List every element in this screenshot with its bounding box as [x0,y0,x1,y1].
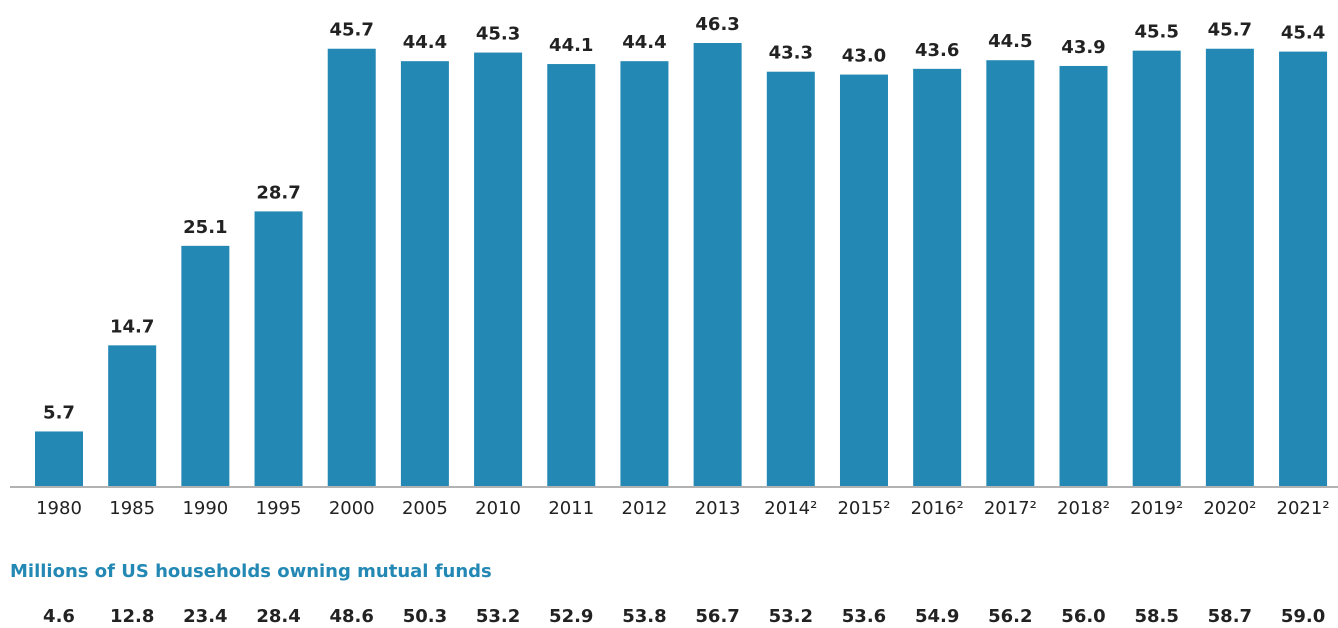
x-tick-label: 2021² [1277,498,1330,519]
value-label: 25.1 [183,217,227,238]
households-value: 4.6 [43,606,75,627]
x-tick-label: 2014² [764,498,817,519]
households-value: 58.5 [1134,606,1178,627]
value-label: 46.3 [695,14,739,35]
bar [254,211,303,487]
bar [766,71,815,486]
x-tick-label: 1995 [256,498,302,519]
bar [986,60,1035,486]
value-label: 5.7 [43,402,75,423]
households-value: 53.2 [769,606,813,627]
x-tick-label: 2012 [622,498,668,519]
bar [913,68,962,487]
value-label: 43.9 [1061,37,1105,58]
households-value: 52.9 [549,606,593,627]
households-value: 53.6 [842,606,886,627]
bar [1205,48,1254,487]
value-label: 44.5 [988,31,1032,52]
x-tick-label: 2019² [1130,498,1183,519]
x-tick-label: 2005 [402,498,448,519]
bar [474,52,523,487]
households-value: 12.8 [110,606,154,627]
households-value: 53.2 [476,606,520,627]
bar [1132,50,1181,487]
value-label: 45.4 [1281,23,1325,44]
households-value: 50.3 [403,606,447,627]
households-value: 54.9 [915,606,959,627]
x-tick-label: 1985 [109,498,155,519]
value-label: 44.4 [403,32,447,53]
bar [35,431,83,486]
households-value: 59.0 [1281,606,1325,627]
households-value: 23.4 [183,606,227,627]
x-tick-label: 1980 [36,498,82,519]
value-label: 44.4 [622,32,666,53]
x-tick-label: 2011 [548,498,594,519]
value-label: 14.7 [110,316,154,337]
households-value: 56.2 [988,606,1032,627]
value-label: 45.3 [476,24,520,45]
bar [1279,51,1328,486]
bar [327,48,376,487]
value-label: 44.1 [549,35,593,56]
bar [108,345,157,486]
households-value: 56.7 [695,606,739,627]
households-value: 53.8 [622,606,666,627]
x-tick-label: 2015² [837,498,890,519]
value-label: 45.7 [1208,20,1252,41]
x-tick-label: 2016² [911,498,964,519]
households-value: 48.6 [330,606,374,627]
bar [400,61,449,487]
bar [693,43,742,486]
x-tick-label: 2018² [1057,498,1110,519]
x-tick-label: 2010 [475,498,521,519]
value-label: 43.0 [842,46,886,67]
x-tick-label: 2020² [1203,498,1256,519]
bar [620,61,669,487]
households-value: 28.4 [256,606,300,627]
households-title: Millions of US households owning mutual … [10,561,492,582]
bar [839,74,888,486]
value-label: 45.7 [330,20,374,41]
x-tick-label: 2013 [695,498,741,519]
value-label: 45.5 [1134,22,1178,43]
households-value: 56.0 [1061,606,1105,627]
x-tick-label: 1990 [182,498,228,519]
value-label: 43.3 [769,43,813,64]
bar [181,245,230,486]
x-tick-label: 2000 [329,498,375,519]
value-label: 43.6 [915,40,959,61]
bar [547,64,596,486]
x-tick-label: 2017² [984,498,1037,519]
households-value: 58.7 [1208,606,1252,627]
bar [1059,65,1108,486]
value-label: 28.7 [256,182,300,203]
